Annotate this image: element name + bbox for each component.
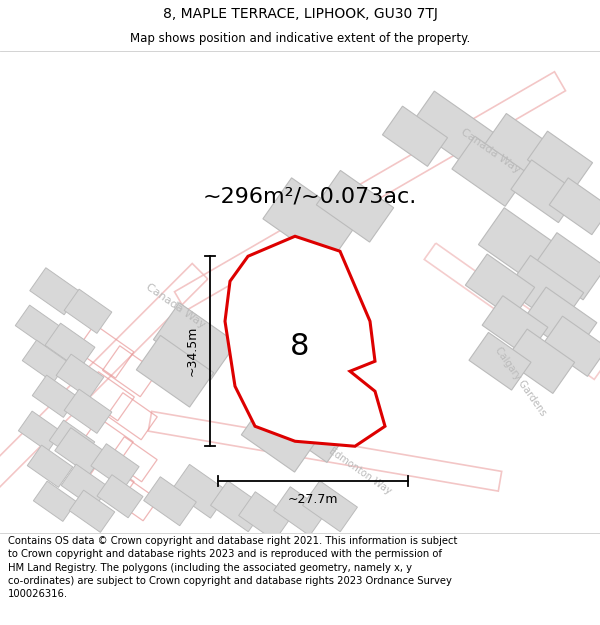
Polygon shape [30,268,80,315]
Text: Map shows position and indicative extent of the property.: Map shows position and indicative extent… [130,32,470,45]
Text: Contains OS data © Crown copyright and database right 2021. This information is : Contains OS data © Crown copyright and d… [8,536,457,599]
Polygon shape [27,445,73,488]
Polygon shape [69,490,115,532]
Polygon shape [64,389,112,433]
Polygon shape [154,302,236,380]
Text: Calgary Gardens: Calgary Gardens [493,345,547,418]
Polygon shape [171,464,229,518]
Text: ~27.7m: ~27.7m [288,492,338,506]
Polygon shape [542,316,600,376]
Polygon shape [316,171,394,242]
Text: Edmonton Way: Edmonton Way [327,446,393,496]
Polygon shape [274,487,326,536]
Polygon shape [469,332,531,390]
Polygon shape [34,481,77,521]
Polygon shape [49,420,95,462]
Polygon shape [452,136,528,206]
Polygon shape [241,401,319,472]
Polygon shape [410,91,500,171]
Text: ~34.5m: ~34.5m [185,326,199,376]
Polygon shape [97,475,143,518]
Polygon shape [263,178,357,264]
Polygon shape [302,481,358,532]
Polygon shape [15,305,61,348]
Polygon shape [485,114,556,179]
Text: ~296m²/~0.073ac.: ~296m²/~0.073ac. [203,186,417,206]
Text: Canada Way: Canada Way [143,282,206,331]
Polygon shape [225,236,385,446]
Polygon shape [61,464,109,508]
Polygon shape [549,178,600,234]
Polygon shape [22,340,68,382]
Polygon shape [266,380,355,462]
Polygon shape [91,444,139,489]
Polygon shape [19,411,62,451]
Text: 8, MAPLE TERRACE, LIPHOOK, GU30 7TJ: 8, MAPLE TERRACE, LIPHOOK, GU30 7TJ [163,8,437,21]
Polygon shape [45,323,95,369]
Polygon shape [466,254,535,319]
Polygon shape [534,232,600,300]
Polygon shape [523,287,597,356]
Polygon shape [527,131,593,191]
Polygon shape [239,492,292,541]
Polygon shape [32,375,78,418]
Polygon shape [136,336,214,407]
Polygon shape [478,208,562,285]
Polygon shape [482,296,548,357]
Text: 8: 8 [290,332,310,361]
Polygon shape [55,428,105,475]
Polygon shape [382,106,448,166]
Polygon shape [64,289,112,333]
Text: Canada Way: Canada Way [458,127,521,176]
Polygon shape [143,477,196,526]
Polygon shape [506,256,584,327]
Polygon shape [211,481,265,532]
Polygon shape [511,160,579,222]
Polygon shape [505,329,575,394]
Polygon shape [56,354,104,398]
